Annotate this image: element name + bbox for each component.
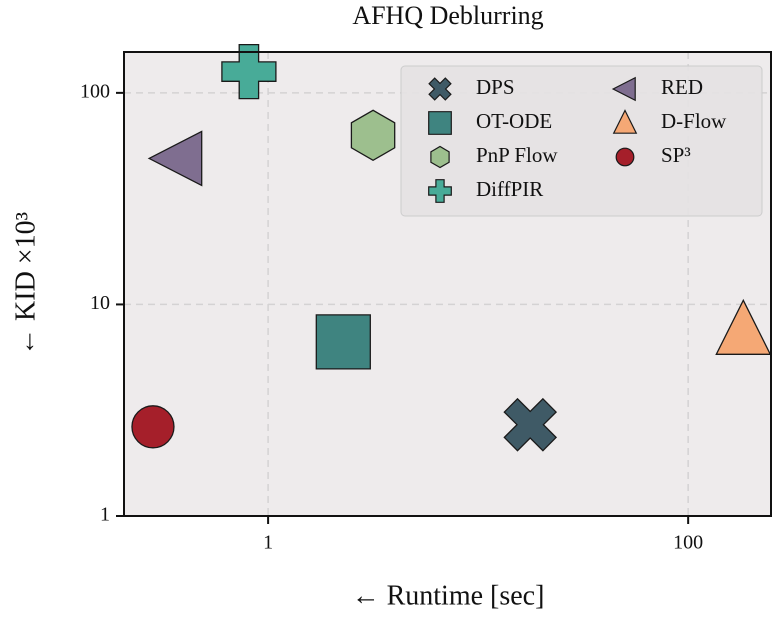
scatter-point: [350, 109, 396, 162]
scatter-point: [131, 405, 175, 449]
legend-label: D-Flow: [661, 109, 727, 133]
x-tick-label: 100: [673, 532, 703, 554]
legend-label: RED: [661, 75, 703, 99]
legend-marker: [428, 179, 452, 203]
y-tick-label: 100: [80, 80, 110, 102]
legend-label: DPS: [476, 75, 515, 99]
plot-frame: [123, 51, 772, 517]
legend-label: OT-ODE: [476, 109, 552, 133]
legend-marker: [428, 111, 452, 135]
legend-label: DiffPIR: [476, 177, 543, 201]
legend-marker: [611, 76, 636, 102]
legend-box: [400, 65, 763, 217]
legend-marker: [615, 147, 635, 167]
legend-marker: [430, 145, 450, 169]
marks: [131, 43, 772, 452]
legend-label: SP³: [661, 143, 691, 167]
legend: DPS OT-ODE PnP Flow DiffPIR RED D-Flow SP³: [400, 65, 763, 217]
legend-marker: [428, 77, 452, 101]
y-axis-label: ← KID ×10³: [10, 212, 41, 356]
x-tick-label: 1: [263, 532, 273, 554]
y-tick-label: 1: [100, 504, 110, 526]
legend-marker: [612, 109, 638, 134]
scatter-point: [147, 130, 203, 187]
scatter-point: [715, 298, 772, 355]
scatter-point: [315, 314, 371, 370]
y-tick-label: 10: [90, 292, 110, 314]
x-axis-label: ← Runtime [sec]: [352, 580, 545, 611]
scatter-point: [221, 43, 277, 100]
legend-label: PnP Flow: [476, 143, 558, 167]
chart-title: AFHQ Deblurring: [352, 1, 543, 30]
scatter-point: [503, 397, 558, 452]
